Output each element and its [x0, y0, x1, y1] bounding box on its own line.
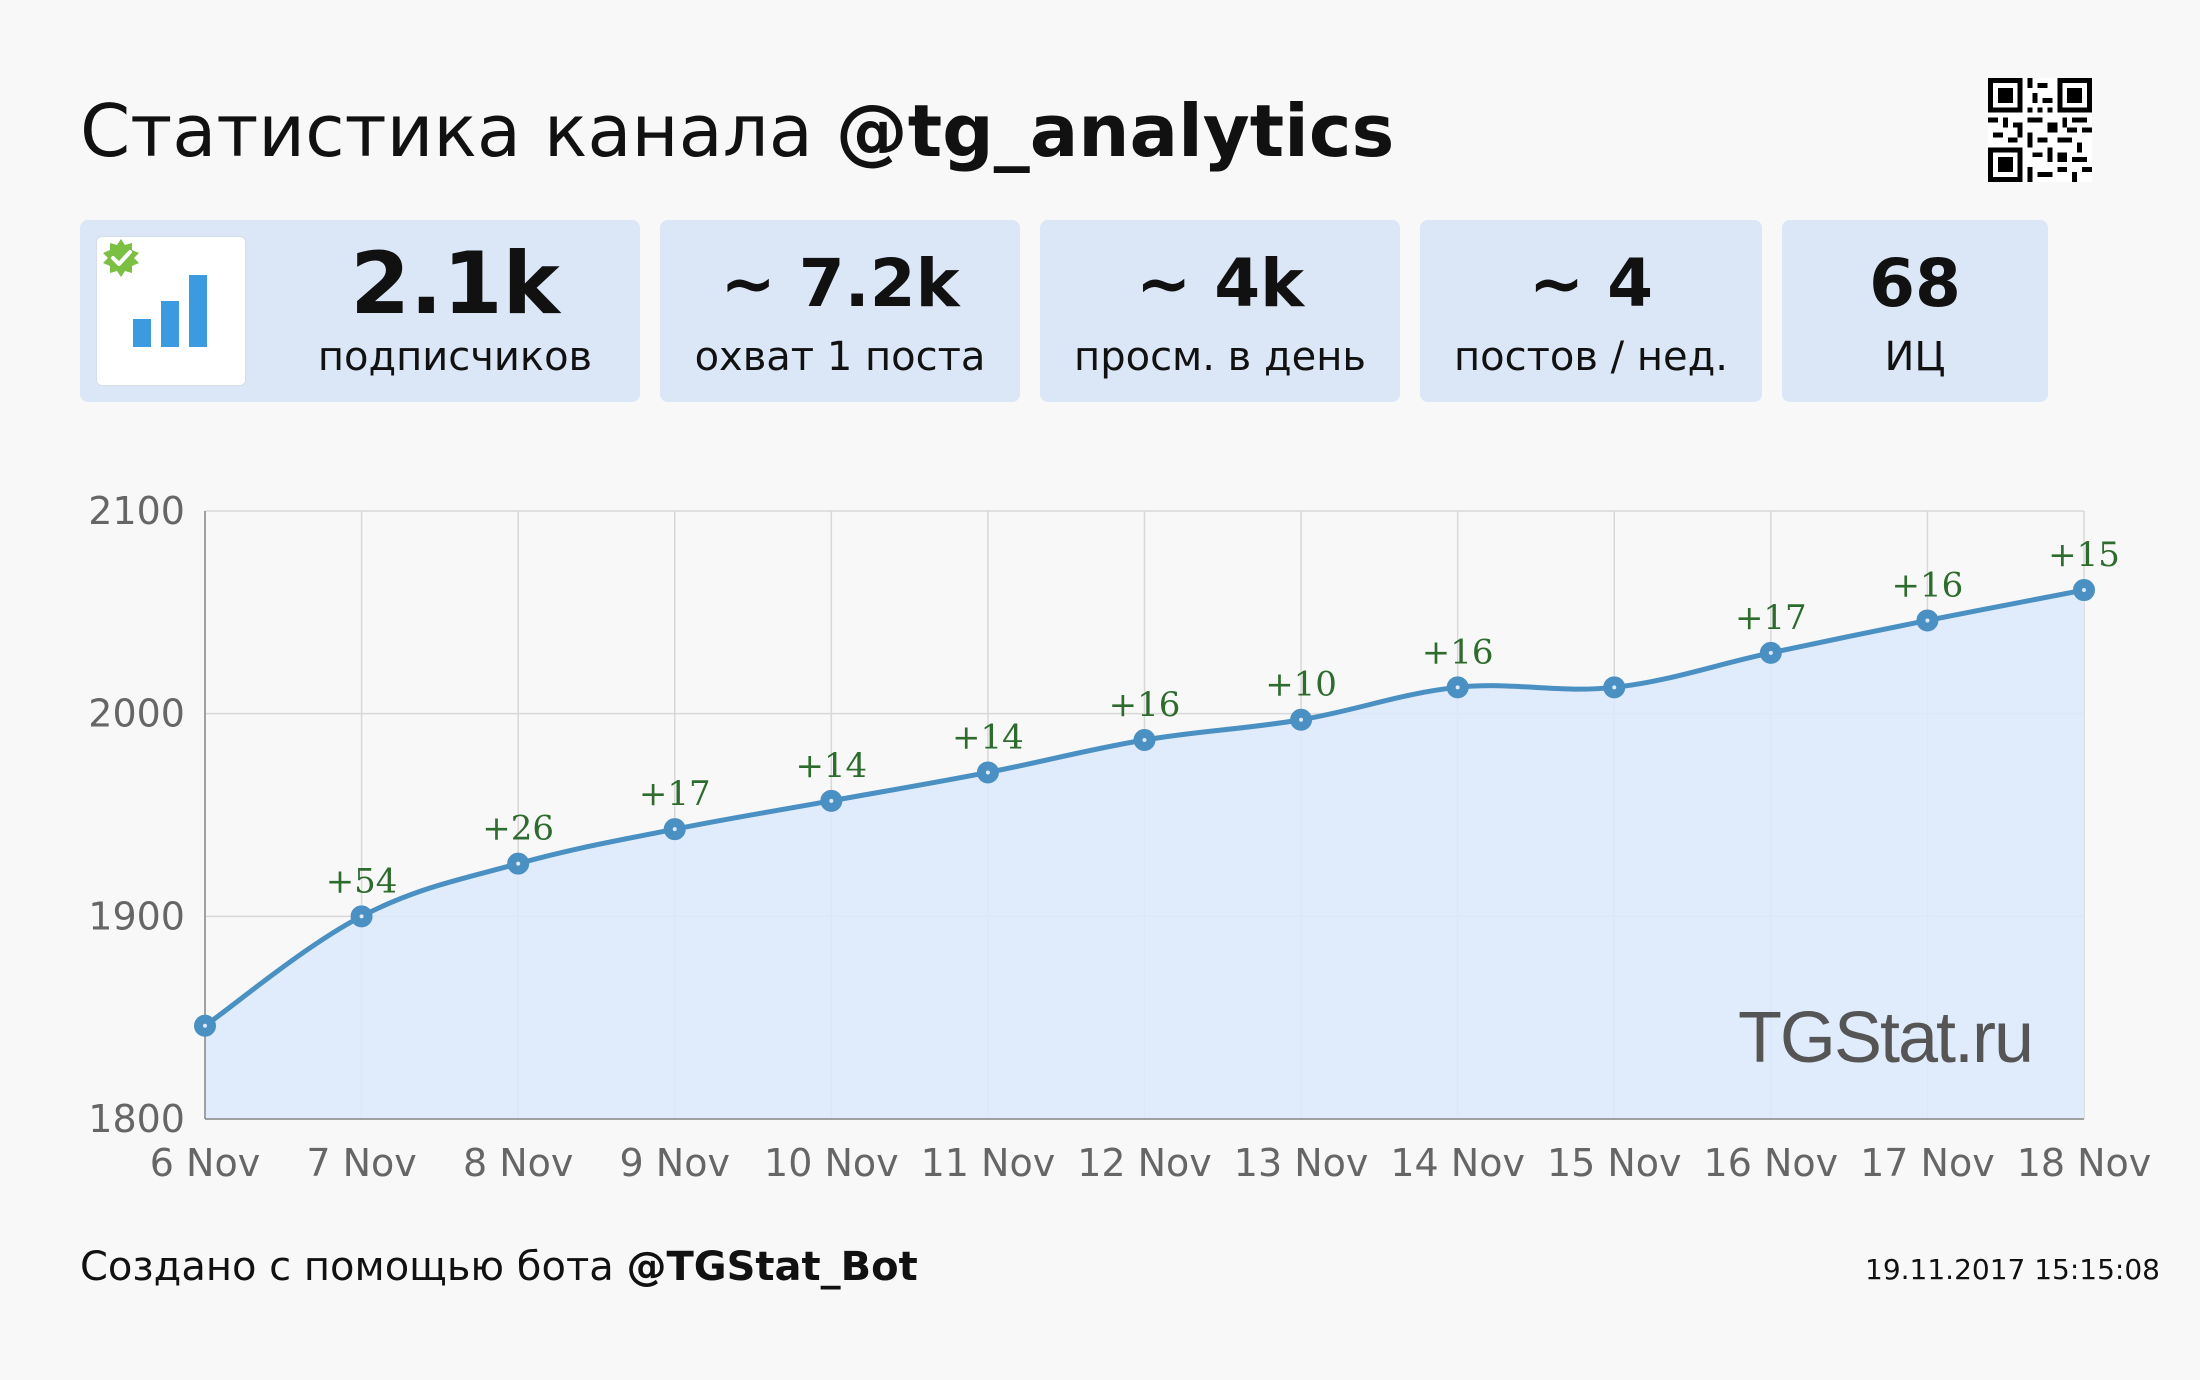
stat-label: постов / нед. [1453, 334, 1728, 380]
delta-label: +17 [639, 774, 711, 814]
x-tick-label: 16 Nov [1704, 1141, 1839, 1185]
chart-watermark: TGStat.ru [1738, 998, 2032, 1078]
delta-label: +16 [1422, 632, 1494, 672]
chart-area [205, 590, 2084, 1119]
x-tick-label: 10 Nov [764, 1141, 899, 1185]
verified-badge-icon [103, 239, 139, 277]
stat-card-subscribers: 2.1k подписчиков [80, 220, 640, 402]
channel-handle[interactable]: @tg_analytics [835, 89, 1395, 173]
stat-card-citation-index: 68 ИЦ [1782, 220, 2048, 402]
data-point-center [2082, 588, 2086, 593]
stat-card-daily-views: ~ 4k просм. в день [1040, 220, 1400, 402]
data-point-center [829, 798, 834, 803]
data-point-center [1455, 685, 1460, 690]
delta-label: +14 [795, 746, 867, 786]
stat-value: ~ 7.2k [720, 245, 960, 322]
stat-card-posts-per-week: ~ 4 постов / нед. [1420, 220, 1762, 402]
footer-prefix: Создано с помощью бота [80, 1244, 614, 1290]
stat-label: просм. в день [1074, 334, 1366, 380]
qr-code-icon [1988, 78, 2092, 182]
bot-handle[interactable]: @TGStat_Bot [626, 1244, 918, 1290]
x-axis-labels: 6 Nov 7 Nov 8 Nov 9 Nov 10 Nov 11 Nov 12 Nov 13… [150, 1141, 2152, 1185]
channel-logo [96, 236, 246, 386]
data-point-center [1142, 738, 1147, 743]
x-tick-label: 13 Nov [1234, 1141, 1369, 1185]
delta-label: +10 [1265, 665, 1337, 705]
title-prefix: Статистика канала [80, 89, 813, 173]
x-tick-label: 8 Nov [463, 1141, 573, 1185]
y-tick-label: 2100 [88, 489, 185, 533]
delta-labels: +54 +26 +17 +14 +14 +16 +10 +16 +17 +16 +15 [326, 535, 2120, 901]
data-point-center [203, 1023, 207, 1028]
stat-value: 2.1k [350, 234, 560, 334]
y-tick-label: 2000 [88, 692, 185, 736]
data-point-center [1768, 650, 1773, 655]
data-point-center [516, 861, 521, 866]
x-tick-label: 17 Nov [1860, 1141, 1995, 1185]
delta-label: +17 [1735, 598, 1807, 638]
bar-chart-logo-icon [103, 239, 207, 347]
y-tick-label: 1800 [88, 1097, 185, 1141]
delta-label: +15 [2048, 535, 2120, 575]
x-tick-label: 11 Nov [921, 1141, 1056, 1185]
delta-label: +26 [482, 809, 554, 849]
stat-value: ~ 4k [1135, 245, 1305, 322]
stat-card-reach: ~ 7.2k охват 1 поста [660, 220, 1020, 402]
data-point-center [672, 827, 677, 832]
data-point-center [1612, 685, 1617, 690]
delta-label: +16 [1109, 685, 1181, 725]
delta-label: +16 [1892, 565, 1964, 605]
stat-label: ИЦ [1884, 334, 1946, 380]
stat-label: подписчиков [317, 334, 593, 380]
delta-label: +14 [952, 717, 1024, 757]
x-tick-label: 15 Nov [1547, 1141, 1682, 1185]
data-point-center [1299, 717, 1304, 722]
footer-credit: Создано с помощью бота @TGStat_Bot [80, 1242, 918, 1292]
x-tick-label: 6 Nov [150, 1141, 260, 1185]
x-tick-label: 18 Nov [2017, 1141, 2152, 1185]
page-title: Статистика канала @tg_analytics [80, 86, 1394, 176]
y-tick-label: 1900 [88, 894, 185, 938]
data-point-center [985, 770, 990, 775]
y-axis-labels: 1800 1900 2000 2100 [88, 489, 185, 1141]
stat-value: 68 [1869, 245, 1961, 322]
data-points [194, 579, 2095, 1037]
x-tick-label: 12 Nov [1077, 1141, 1212, 1185]
x-tick-label: 7 Nov [306, 1141, 416, 1185]
generated-timestamp: 19.11.2017 15:15:08 [1865, 1253, 2160, 1286]
delta-label: +54 [326, 861, 398, 901]
x-tick-label: 14 Nov [1390, 1141, 1525, 1185]
x-tick-label: 9 Nov [620, 1141, 730, 1185]
stat-label: охват 1 поста [694, 334, 986, 380]
data-point-center [359, 914, 364, 919]
stat-value: ~ 4 [1528, 245, 1654, 322]
data-point-center [1925, 618, 1930, 623]
